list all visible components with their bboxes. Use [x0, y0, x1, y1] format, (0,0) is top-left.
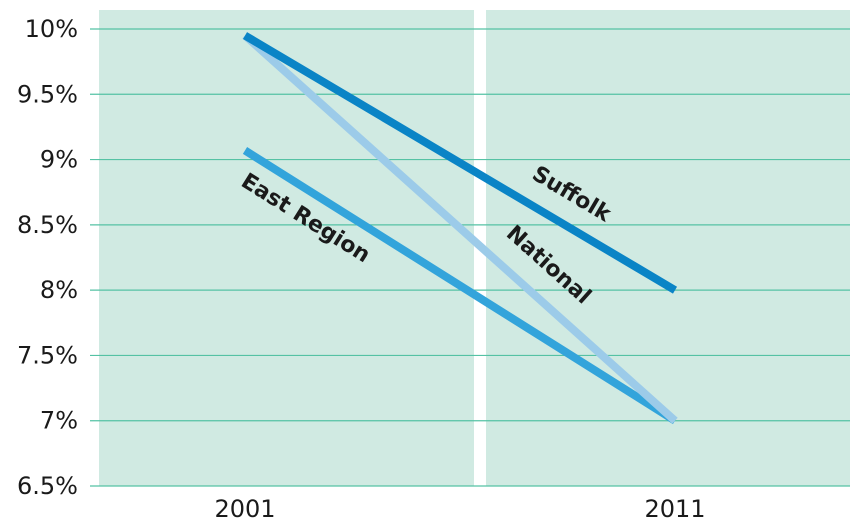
y-tick-label: 9.5%: [17, 80, 78, 108]
y-tick-label: 6.5%: [17, 472, 78, 500]
y-axis-tick-labels: 6.5% 7% 7.5% 8% 8.5% 9% 9.5% 10%: [17, 15, 78, 500]
y-tick-label: 8.5%: [17, 211, 78, 239]
x-tick-label: 2001: [214, 495, 275, 523]
y-tick-label: 8%: [40, 276, 78, 304]
plot-panels: [99, 10, 850, 486]
y-tick-label: 9%: [40, 146, 78, 174]
y-tick-label: 10%: [25, 15, 78, 43]
y-tick-label: 7%: [40, 407, 78, 435]
y-tick-label: 7.5%: [17, 341, 78, 369]
x-tick-label: 2011: [644, 495, 705, 523]
plot-panel-left: [99, 10, 474, 486]
x-axis-tick-labels: 2001 2011: [214, 495, 705, 523]
